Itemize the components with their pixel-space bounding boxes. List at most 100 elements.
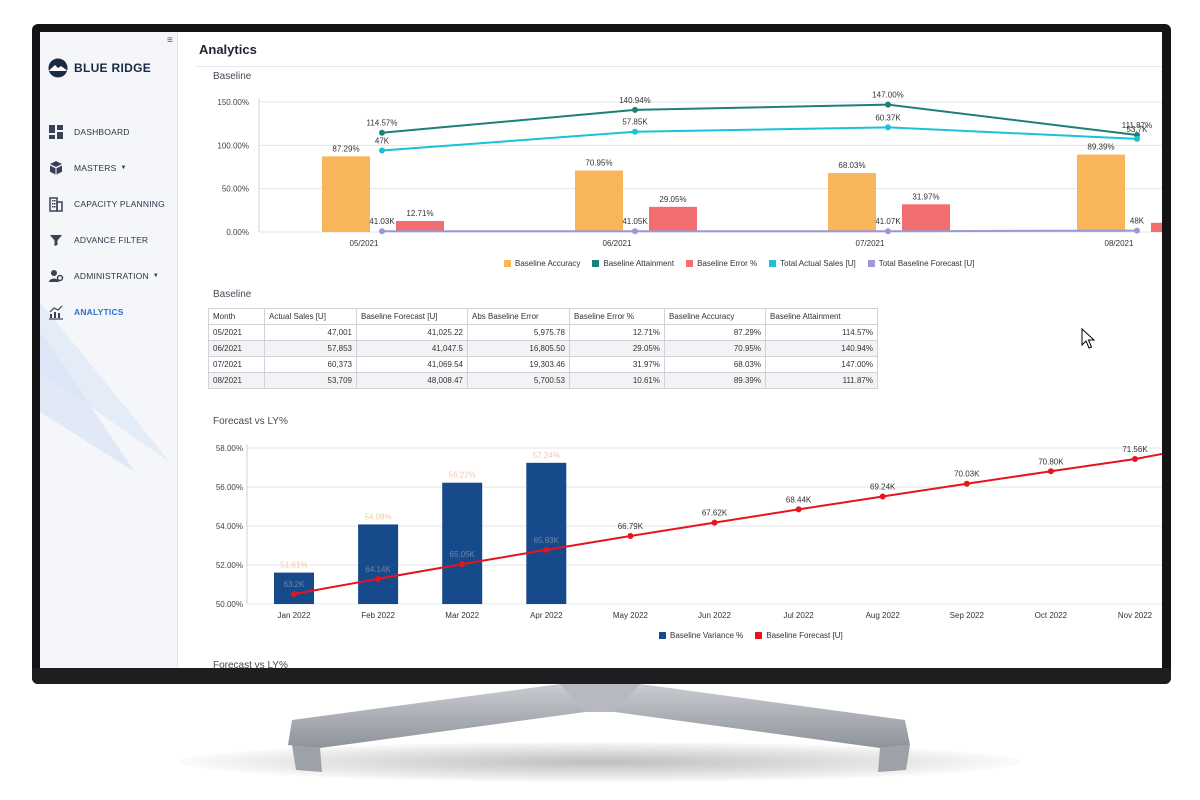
main-content: Analytics Baseline 0.00% 50.00% 100.00% 150… bbox=[179, 32, 1162, 668]
data-label: 57.85K bbox=[622, 118, 648, 127]
data-label: 31.97% bbox=[912, 192, 939, 201]
table-header[interactable]: Baseline Forecast [U] bbox=[356, 308, 468, 325]
blue-ridge-logo-icon bbox=[48, 58, 68, 78]
baseline-table: Month Actual Sales [U] Baseline Forecast… bbox=[208, 308, 878, 389]
table-header[interactable]: Abs Baseline Error bbox=[467, 308, 570, 325]
table-cell: 87.29% bbox=[664, 324, 766, 341]
x-tick-label: Sep 2022 bbox=[950, 611, 985, 620]
sidebar-item-advance-filter[interactable]: ADVANCE FILTER bbox=[40, 222, 177, 258]
baseline-forecast-point bbox=[1132, 456, 1138, 462]
table-row: 05/2021 47,001 41,025.22 5,975.78 12.71%… bbox=[208, 324, 878, 341]
page-title: Analytics bbox=[199, 42, 257, 57]
table-cell: 48,008.47 bbox=[356, 372, 468, 389]
sidebar-item-capacity-planning[interactable]: CAPACITY PLANNING bbox=[40, 186, 177, 222]
actual-sales-line bbox=[381, 126, 1138, 152]
baseline-forecast-point bbox=[632, 228, 638, 235]
table-header[interactable]: Month bbox=[208, 308, 265, 325]
legend-swatch bbox=[755, 632, 763, 639]
table-header[interactable]: Baseline Accuracy bbox=[664, 308, 766, 325]
monitor-chin bbox=[32, 668, 1171, 684]
x-tick-label: Nov 2022 bbox=[1118, 611, 1153, 620]
sidebar-item-administration[interactable]: ADMINISTRATION ▼ bbox=[40, 258, 177, 294]
forecast-legend-item[interactable]: Baseline Variance % bbox=[659, 631, 743, 640]
baseline-legend-item[interactable]: Total Actual Sales [U] bbox=[769, 259, 856, 268]
table-cell: 12.71% bbox=[569, 324, 665, 341]
sidebar-item-masters[interactable]: MASTERS ▼ bbox=[40, 150, 177, 186]
forecast-legend-item[interactable]: Baseline Forecast [U] bbox=[755, 631, 843, 640]
baseline-forecast-point bbox=[291, 591, 297, 597]
x-tick-label: Feb 2022 bbox=[361, 611, 395, 620]
x-tick-label: Apr 2022 bbox=[530, 611, 563, 620]
bar-baseline-accuracy bbox=[575, 170, 623, 232]
section-title-baseline-chart: Baseline bbox=[213, 71, 252, 82]
data-label: 69.24K bbox=[870, 482, 896, 491]
bar-baseline-variance bbox=[442, 482, 483, 604]
cubes-icon bbox=[50, 161, 62, 175]
dashboard-icon bbox=[49, 125, 63, 139]
y-tick-label: 50.00% bbox=[216, 600, 243, 609]
data-label: 41.07K bbox=[875, 217, 901, 226]
data-label: 71.56K bbox=[1122, 445, 1148, 454]
table-cell: 10.61% bbox=[569, 372, 665, 389]
sidebar-item-analytics[interactable]: ANALYTICS bbox=[40, 294, 177, 330]
table-header[interactable]: Actual Sales [U] bbox=[264, 308, 357, 325]
table-cell: 47,001 bbox=[264, 324, 357, 341]
table-header[interactable]: Baseline Attainment bbox=[765, 308, 878, 325]
baseline-legend-item[interactable]: Baseline Accuracy bbox=[504, 259, 580, 268]
table-cell: 60,373 bbox=[264, 356, 357, 373]
baseline-legend-item[interactable]: Baseline Error % bbox=[686, 259, 757, 268]
baseline-forecast-point bbox=[543, 546, 550, 553]
data-label: 63.2K bbox=[284, 580, 306, 589]
baseline-legend-item[interactable]: Total Baseline Forecast [U] bbox=[867, 259, 974, 268]
legend-label: Baseline Variance % bbox=[670, 631, 744, 640]
data-label: 68.03% bbox=[838, 161, 865, 170]
legend-label: Baseline Accuracy bbox=[515, 259, 581, 268]
data-label: 140.94% bbox=[619, 96, 651, 105]
table-cell: 41,069.54 bbox=[356, 356, 468, 373]
table-cell: 147.00% bbox=[765, 356, 878, 373]
table-row: 06/2021 57,853 41,047.5 16,805.50 29.05%… bbox=[208, 340, 878, 357]
data-label: 51.61% bbox=[280, 561, 307, 570]
x-tick-label: 05/2021 bbox=[350, 239, 379, 248]
legend-swatch bbox=[686, 260, 694, 267]
logo-text: BLUE RIDGE bbox=[74, 61, 152, 75]
data-label: 56.22% bbox=[449, 471, 476, 480]
table-cell: 41,025.22 bbox=[356, 324, 468, 341]
actual-sales-point bbox=[379, 147, 385, 154]
bar-baseline-accuracy bbox=[828, 173, 876, 232]
x-tick-label: Oct 2022 bbox=[1035, 611, 1068, 620]
y-tick-label: 100.00% bbox=[217, 141, 249, 150]
table-cell: 111.87% bbox=[765, 372, 878, 389]
data-label: 68.44K bbox=[786, 495, 812, 504]
baseline-chart[interactable]: 0.00% 50.00% 100.00% 150.00% 05/2021 06/2021 0… bbox=[179, 32, 1162, 272]
legend-label: Baseline Error % bbox=[697, 259, 758, 268]
title-divider bbox=[195, 66, 1162, 67]
x-tick-label: Jan 2022 bbox=[278, 611, 311, 620]
section-title-forecast-chart-2: Forecast vs LY% bbox=[213, 660, 288, 668]
attainment-line bbox=[381, 103, 1138, 137]
brand-logo[interactable]: BLUE RIDGE bbox=[48, 58, 151, 78]
baseline-chart-legend: Baseline Accuracy Baseline Attainment Base… bbox=[504, 259, 974, 268]
bar-baseline-error bbox=[1151, 222, 1162, 232]
data-label: 70.80K bbox=[1038, 457, 1064, 466]
table-cell: 5,975.78 bbox=[467, 324, 570, 341]
chevron-down-icon: ▼ bbox=[120, 165, 127, 171]
sidebar-collapse-icon[interactable]: ≡ bbox=[167, 35, 173, 46]
baseline-legend-item[interactable]: Baseline Attainment bbox=[592, 259, 674, 268]
data-label: 12.71% bbox=[406, 209, 433, 218]
legend-swatch bbox=[659, 632, 666, 639]
chevron-down-icon: ▼ bbox=[152, 273, 159, 279]
table-cell: 07/2021 bbox=[208, 356, 265, 373]
table-cell: 114.57% bbox=[765, 324, 878, 341]
y-tick-label: 150.00% bbox=[217, 98, 249, 107]
x-tick-label: May 2022 bbox=[613, 611, 649, 620]
table-header[interactable]: Baseline Error % bbox=[569, 308, 665, 325]
x-tick-label: 08/2021 bbox=[1105, 239, 1134, 248]
sidebar-item-label: ANALYTICS bbox=[74, 307, 124, 317]
section-title-baseline-table: Baseline bbox=[213, 289, 252, 300]
y-tick-label: 54.00% bbox=[216, 522, 243, 531]
data-label: 114.57% bbox=[367, 119, 398, 128]
sidebar-item-dashboard[interactable]: DASHBOARD bbox=[40, 114, 177, 150]
x-tick-label: 06/2021 bbox=[603, 239, 632, 248]
